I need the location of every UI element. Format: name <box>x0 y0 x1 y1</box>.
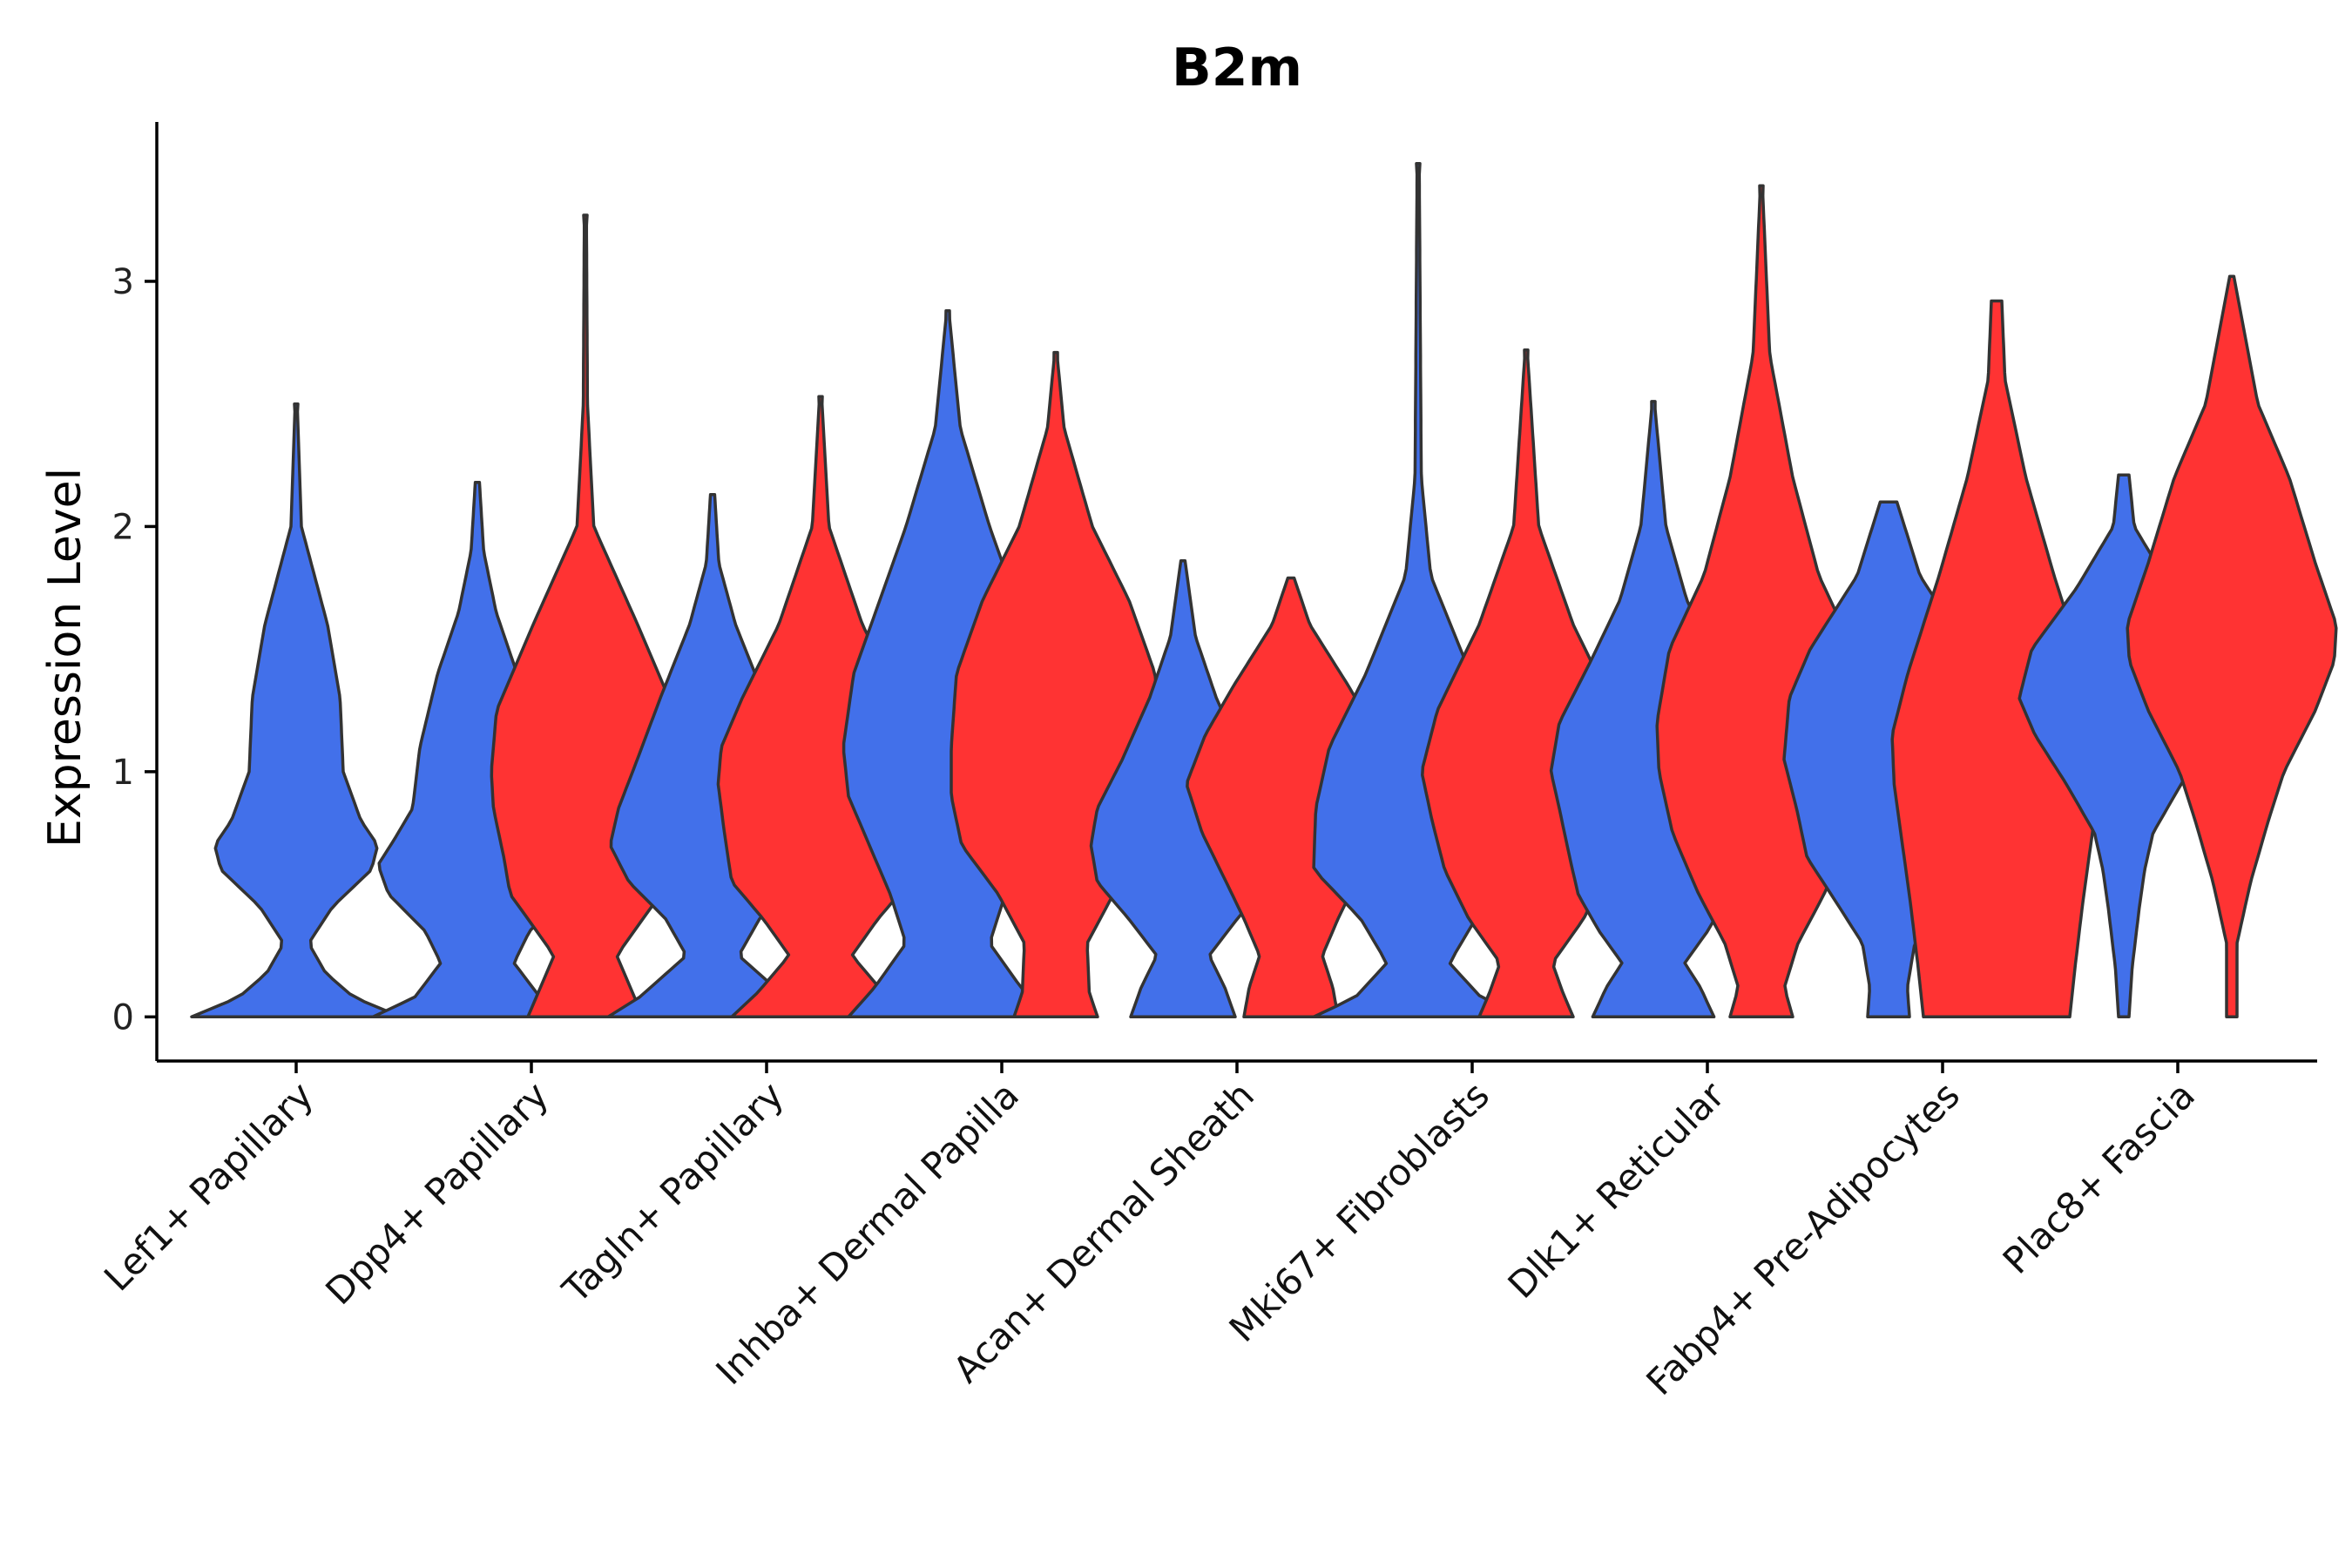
y-tick-label: 2 <box>112 507 134 547</box>
violins-layer <box>190 162 2338 1019</box>
y-axis-label: Expression Level <box>39 468 91 848</box>
x-tick-label: Plac8+ Fascia <box>1995 1073 2203 1281</box>
x-tick-label: Mki67+ Fibroblasts <box>1221 1073 1497 1349</box>
x-tick-label: Dpp4+ Papillary <box>317 1073 557 1313</box>
y-tick-label: 0 <box>112 997 134 1037</box>
y-tick-label: 3 <box>112 262 134 302</box>
x-tick-label: Tagln+ Papillary <box>554 1073 792 1311</box>
y-tick-label: 1 <box>112 753 134 793</box>
x-tick-label: Lef1+ Papillary <box>96 1073 321 1299</box>
violin-9-group2 <box>2126 274 2338 1019</box>
chart-title: B2m <box>1172 37 1302 98</box>
x-tick-label: Dlk1+ Reticular <box>1500 1073 1734 1307</box>
violin-1-group1 <box>190 402 402 1019</box>
